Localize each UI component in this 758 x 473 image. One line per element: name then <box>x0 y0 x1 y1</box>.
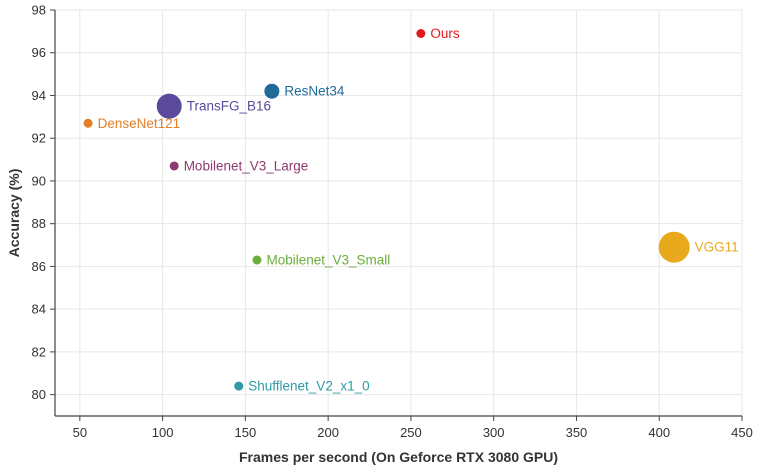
point-ours <box>416 29 426 39</box>
x-tick-label: 50 <box>73 425 87 440</box>
point-transfg-b16 <box>156 93 182 119</box>
x-tick-label: 200 <box>317 425 339 440</box>
y-tick-label: 90 <box>32 173 46 188</box>
x-tick-label: 350 <box>566 425 588 440</box>
point-label-vgg11: VGG11 <box>695 240 739 255</box>
x-tick-label: 400 <box>648 425 670 440</box>
point-label-shufflenet-v2-x1-0: Shufflenet_V2_x1_0 <box>248 379 369 394</box>
y-tick-label: 86 <box>32 259 46 274</box>
x-axis-label: Frames per second (On Geforce RTX 3080 G… <box>239 449 558 465</box>
point-mobilenet-v3-small <box>252 255 262 265</box>
y-tick-label: 80 <box>32 387 46 402</box>
x-tick-label: 100 <box>152 425 174 440</box>
x-tick-label: 150 <box>235 425 257 440</box>
point-label-densenet121: DenseNet121 <box>98 116 181 131</box>
x-tick-label: 450 <box>731 425 753 440</box>
grid <box>55 9 743 416</box>
y-tick-label: 82 <box>32 344 46 359</box>
point-label-mobilenet-v3-large: Mobilenet_V3_Large <box>184 158 309 173</box>
point-label-transfg-b16: TransFG_B16 <box>187 99 271 114</box>
point-label-mobilenet-v3-small: Mobilenet_V3_Small <box>266 253 390 268</box>
y-tick-label: 88 <box>32 216 46 231</box>
point-mobilenet-v3-large <box>169 161 179 171</box>
point-vgg11 <box>658 231 690 263</box>
x-tick-label: 300 <box>483 425 505 440</box>
y-tick-label: 98 <box>32 3 46 18</box>
y-tick-label: 84 <box>32 302 46 317</box>
point-densenet121 <box>83 118 93 128</box>
y-tick-label: 94 <box>32 88 46 103</box>
data-points: Ours ResNet34 TransFG_B16 DenseNet121 Mobile… <box>83 26 739 394</box>
point-label-resnet34: ResNet34 <box>284 84 345 99</box>
point-resnet34 <box>264 83 280 99</box>
y-axis-label: Accuracy (%) <box>6 169 22 258</box>
y-tick-label: 92 <box>32 131 46 146</box>
y-tick-label: 96 <box>32 45 46 60</box>
point-label-ours: Ours <box>430 26 460 41</box>
axes: 50 100 150 200 250 300 350 400 450 80 82 84 86 88 90 92… <box>32 3 753 441</box>
x-tick-label: 250 <box>400 425 422 440</box>
point-shufflenet-v2-x1-0 <box>234 381 244 391</box>
